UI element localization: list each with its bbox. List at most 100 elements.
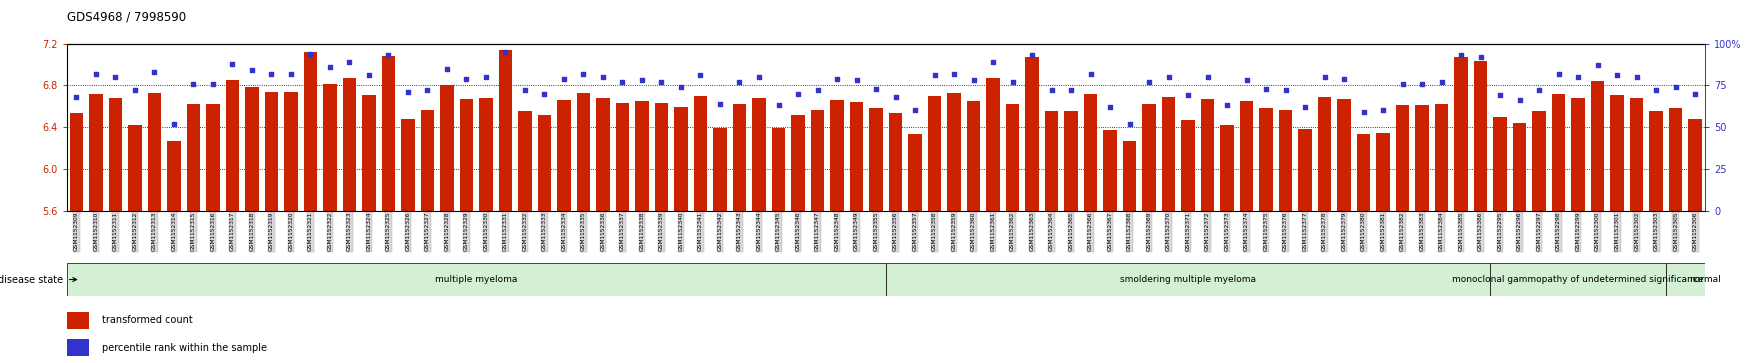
- Bar: [1045, 111, 1058, 211]
- Point: [1214, 102, 1242, 108]
- Bar: [167, 140, 181, 211]
- Bar: [1259, 108, 1273, 211]
- Bar: [246, 87, 260, 211]
- Bar: [186, 104, 200, 211]
- Point: [1252, 86, 1280, 91]
- Point: [1349, 109, 1377, 115]
- Text: monoclonal gammopathy of undetermined significance: monoclonal gammopathy of undetermined si…: [1452, 275, 1703, 284]
- Bar: [323, 84, 337, 211]
- Point: [1408, 81, 1437, 86]
- Bar: [1065, 111, 1079, 211]
- Point: [1370, 107, 1398, 113]
- Bar: [1491, 263, 1666, 296]
- Point: [1661, 84, 1689, 90]
- Bar: [1026, 57, 1038, 211]
- Bar: [577, 93, 591, 211]
- Bar: [517, 111, 531, 211]
- Text: transformed count: transformed count: [102, 315, 193, 325]
- Point: [861, 86, 889, 91]
- Point: [1680, 91, 1708, 97]
- Bar: [89, 94, 103, 211]
- Bar: [70, 114, 82, 211]
- Bar: [1552, 94, 1565, 211]
- Point: [1505, 97, 1533, 103]
- Bar: [1005, 104, 1019, 211]
- Bar: [128, 125, 142, 211]
- Bar: [67, 339, 88, 356]
- Bar: [1572, 98, 1586, 211]
- Point: [63, 94, 91, 100]
- Bar: [342, 78, 356, 211]
- Bar: [1337, 99, 1351, 211]
- Point: [551, 76, 579, 82]
- Bar: [284, 91, 298, 211]
- Text: GDS4968 / 7998590: GDS4968 / 7998590: [67, 11, 186, 24]
- Text: smoldering multiple myeloma: smoldering multiple myeloma: [1121, 275, 1256, 284]
- Point: [1233, 77, 1261, 83]
- Point: [1565, 74, 1593, 80]
- Point: [1545, 71, 1573, 77]
- Point: [1154, 74, 1182, 80]
- Bar: [1512, 123, 1526, 211]
- Point: [1173, 93, 1201, 98]
- Bar: [1123, 140, 1137, 211]
- Bar: [1533, 111, 1545, 211]
- Point: [765, 102, 793, 108]
- Point: [258, 71, 286, 77]
- Bar: [947, 93, 961, 211]
- Bar: [1180, 120, 1194, 211]
- Bar: [1493, 117, 1507, 211]
- Bar: [147, 93, 161, 211]
- Point: [628, 77, 656, 83]
- Point: [82, 71, 111, 77]
- Point: [1486, 93, 1514, 98]
- Bar: [909, 134, 923, 211]
- Bar: [1666, 263, 1743, 296]
- Bar: [498, 50, 512, 211]
- Point: [589, 74, 617, 80]
- Bar: [361, 95, 375, 211]
- Bar: [558, 100, 570, 211]
- Bar: [1221, 125, 1233, 211]
- Point: [1428, 79, 1456, 85]
- Point: [609, 79, 637, 85]
- Bar: [674, 107, 688, 211]
- Bar: [714, 128, 726, 211]
- Bar: [1415, 105, 1430, 211]
- Bar: [303, 52, 317, 211]
- Bar: [440, 85, 454, 211]
- Point: [940, 71, 968, 77]
- Point: [959, 77, 988, 83]
- Bar: [772, 128, 786, 211]
- Point: [102, 74, 130, 80]
- Bar: [538, 115, 551, 211]
- Bar: [1689, 119, 1701, 211]
- Bar: [616, 103, 630, 211]
- Point: [491, 49, 519, 55]
- Point: [570, 71, 598, 77]
- Point: [1389, 81, 1417, 86]
- Point: [1096, 104, 1124, 110]
- Point: [1447, 52, 1475, 58]
- Point: [803, 87, 831, 93]
- Text: multiple myeloma: multiple myeloma: [435, 275, 517, 284]
- Bar: [1610, 95, 1624, 211]
- Point: [823, 76, 851, 82]
- Bar: [1591, 81, 1605, 211]
- Point: [686, 72, 714, 78]
- Point: [784, 91, 812, 97]
- Point: [1584, 62, 1612, 68]
- Bar: [654, 103, 668, 211]
- Point: [726, 79, 754, 85]
- Bar: [810, 110, 824, 211]
- Point: [121, 87, 149, 93]
- Point: [1310, 74, 1338, 80]
- Point: [1058, 87, 1086, 93]
- Point: [354, 72, 382, 78]
- Bar: [1298, 129, 1312, 211]
- Point: [667, 84, 695, 90]
- Point: [842, 77, 870, 83]
- Bar: [1454, 57, 1468, 211]
- Point: [414, 87, 442, 93]
- Point: [296, 51, 324, 57]
